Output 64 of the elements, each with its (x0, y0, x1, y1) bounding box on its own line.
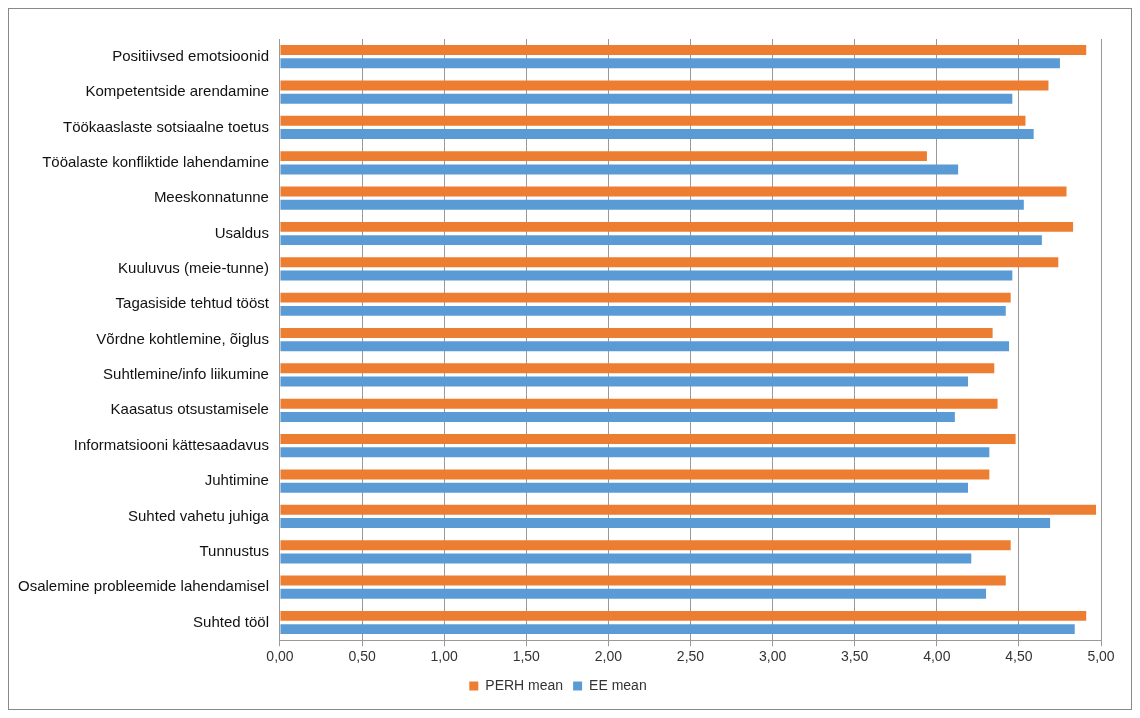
x-tick-label: 0,00 (266, 648, 294, 665)
bar (280, 58, 1060, 69)
y-tick-label: Meeskonnatunne (153, 188, 269, 206)
x-tick-label: 1,00 (430, 648, 459, 665)
bar (280, 164, 959, 175)
y-tick-label: Tööalaste konfliktide lahendamine (42, 152, 269, 170)
bar (280, 482, 968, 493)
y-tick-label: Kaasatus otsustamisele (110, 400, 269, 418)
bar (280, 575, 1006, 586)
bar (280, 270, 1013, 281)
y-tick-label: Suhted tööl (193, 612, 269, 630)
bar (280, 588, 987, 599)
bar (280, 93, 1013, 104)
bar (280, 129, 1034, 140)
bar (280, 504, 1097, 515)
bar (280, 199, 1024, 210)
x-tick-label: 4,50 (1005, 648, 1033, 665)
y-tick-label: Juhtimine (204, 471, 269, 489)
y-tick-label: Usaldus (214, 223, 269, 241)
bar (280, 363, 995, 374)
bar (280, 540, 1011, 551)
bar (280, 376, 968, 387)
y-tick-label: Suhtlemine/info liikumine (103, 365, 269, 383)
y-tick-label: Kuuluvus (meie-tunne) (118, 259, 269, 277)
y-tick-label: Positiivsed emotsioonid (112, 46, 269, 64)
bar (280, 447, 990, 458)
bar (280, 610, 1087, 621)
y-tick-label: Võrdne kohtlemine, õiglus (96, 329, 269, 347)
y-tick-label: Osalemine probleemide lahendamisel (17, 577, 269, 595)
bar (280, 186, 1067, 197)
bar (280, 292, 1011, 303)
bar (280, 305, 1006, 316)
x-tick-label: 5,00 (1087, 648, 1115, 665)
bar (280, 553, 972, 564)
bar (280, 624, 1075, 635)
y-tick-label: Tunnustus (199, 541, 269, 559)
x-tick-label: 3,00 (758, 648, 787, 665)
bar (280, 341, 1010, 352)
x-tick-label: 4,00 (923, 648, 951, 665)
bar (280, 434, 1016, 445)
x-tick-label: 0,50 (348, 648, 376, 665)
x-tick-label: 2,00 (594, 648, 623, 665)
bar (280, 221, 1074, 232)
x-tick-label: 1,50 (512, 648, 541, 665)
y-tick-label: Suhted vahetu juhiga (128, 506, 270, 524)
bar (280, 518, 1051, 529)
bar (280, 45, 1087, 56)
legend-label: PERH mean (485, 676, 564, 693)
legend-label: EE mean (589, 676, 647, 693)
y-tick-label: Töökaaslaste sotsiaalne toetus (63, 117, 269, 135)
bar (280, 115, 1026, 126)
bar (280, 411, 955, 422)
y-tick-label: Kompetentside arendamine (85, 82, 269, 100)
bar (280, 80, 1049, 91)
y-tick-label: Tagasiside tehtud tööst (115, 294, 270, 312)
bar (280, 469, 990, 480)
x-tick-label: 3,50 (841, 648, 869, 665)
bar (280, 235, 1042, 246)
bar (280, 151, 927, 162)
bar (280, 257, 1059, 268)
y-tick-label: Informatsiooni kättesaadavus (73, 435, 269, 453)
bar (280, 328, 993, 338)
x-tick-label: 2,50 (676, 648, 705, 665)
bar (280, 398, 998, 409)
